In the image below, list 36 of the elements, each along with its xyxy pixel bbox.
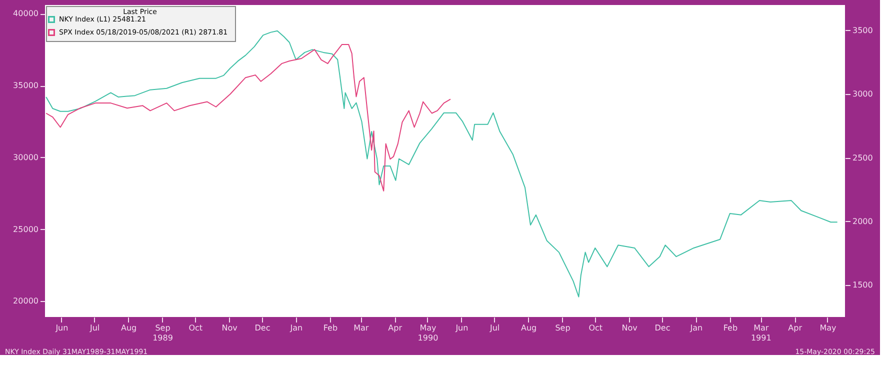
x-tick-label: Oct: [588, 324, 603, 332]
line-series: [46, 44, 451, 192]
y2-tick-label: 3500: [852, 26, 873, 35]
x-tick-label: Sep 1989: [152, 324, 173, 342]
x-tick-label: Dec: [654, 324, 670, 332]
x-tick-label: Apr: [388, 324, 403, 332]
y-tick-label: 35000: [13, 81, 38, 90]
x-tick-label: Jul: [88, 324, 100, 332]
x-tick-label: May 1990: [418, 324, 438, 342]
x-tick-label: Oct: [188, 324, 203, 332]
x-tick-label: Apr: [788, 324, 803, 332]
x-tick-label: May: [820, 324, 836, 332]
x-tick-label: Jul: [488, 324, 500, 332]
y-tick-label: 40000: [13, 9, 38, 18]
x-tick-label: Feb: [323, 324, 338, 332]
x-tick-label: Mar: [354, 324, 370, 332]
x-tick-label: Mar 1991: [750, 324, 772, 342]
x-tick-label: Jan: [689, 324, 703, 332]
x-tick-label: Nov: [222, 324, 238, 332]
x-tick-label: Aug: [520, 324, 537, 332]
line-series: [46, 30, 838, 298]
x-tick-label: Aug: [120, 324, 137, 332]
y-tick-label: 30000: [13, 152, 38, 162]
x-tick-label: Nov: [622, 324, 638, 332]
x-tick-label: Jun: [454, 324, 468, 332]
y2-tick-label: 1500: [852, 280, 873, 290]
x-tick-label: Dec: [254, 324, 270, 332]
x-tick-label: Jun: [54, 324, 68, 332]
y-tick-label: 25000: [13, 224, 38, 234]
x-tick-label: Sep: [555, 324, 570, 332]
y2-tick-label: 2000: [852, 216, 873, 226]
y2-tick-label: 3000: [852, 90, 873, 99]
x-tick-label: Jan: [289, 324, 303, 332]
x-tick-label: Feb: [723, 324, 738, 332]
y-tick-label: 20000: [13, 296, 38, 306]
y2-tick-label: 2500: [852, 153, 873, 162]
